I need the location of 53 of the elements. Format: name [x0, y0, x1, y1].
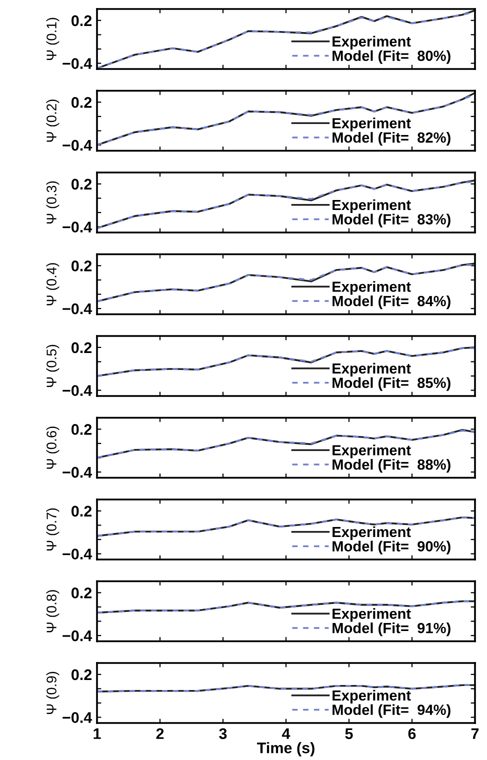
x-tick-label: 1 [94, 728, 101, 739]
y-tick-label: −0.4 [62, 385, 92, 396]
x-tick-label: 6 [408, 728, 416, 740]
y-axis-title: Ψ (0.6) [46, 426, 60, 469]
series-label: Model (Fit= 91%) [332, 622, 450, 636]
y-axis-title: Ψ (0.4) [46, 263, 60, 306]
y-tick-label: −0.4 [62, 58, 92, 69]
legend-label: Experiment [332, 526, 411, 540]
y-tick-label: 0.2 [72, 178, 92, 190]
x-tick-label: 2 [156, 728, 164, 739]
y-tick-label: 0.2 [72, 424, 92, 435]
y-tick-label: 0.2 [72, 342, 92, 354]
y-tick-label: −0.4 [62, 712, 92, 723]
series-label: Experiment [332, 281, 411, 295]
y-axis-title: Ψ (0.5) [46, 344, 60, 388]
legend-label: Model (Fit= 83%) [332, 214, 450, 228]
y-axis-title: Ψ (0.8) [46, 590, 60, 632]
series-label: Experiment [332, 608, 411, 622]
y-axis-title: Ψ (0.3) [46, 181, 60, 224]
y-tick-label: −0.4 [62, 630, 92, 642]
legend-label: Experiment [332, 36, 411, 50]
y-tick-label: −0.4 [62, 466, 92, 478]
y-tick-label: 0.2 [72, 15, 92, 26]
y-tick-label: −0.4 [62, 548, 92, 560]
legend-label: Model (Fit= 85%) [332, 377, 450, 391]
legend-label: Experiment [332, 362, 411, 377]
y-tick-label: −0.4 [62, 303, 92, 314]
series-label: Model (Fit= 82%) [332, 132, 450, 146]
x-tick-label: 3 [219, 728, 227, 740]
legend-label: Experiment [332, 690, 411, 704]
y-tick-label: −0.4 [62, 222, 92, 232]
y-tick-label: 0.2 [72, 588, 92, 598]
y-tick-label: 0.2 [72, 669, 92, 680]
x-tick-label: 7 [471, 728, 479, 739]
legend-label: Model (Fit= 90%) [332, 540, 450, 554]
series-label: Model (Fit= 84%) [332, 296, 450, 310]
x-axis-title: Time (s) [257, 742, 314, 756]
y-tick-label: −0.4 [62, 140, 92, 151]
legend-label: Experiment [332, 199, 411, 214]
x-tick-label: 4 [282, 728, 290, 739]
y-tick-label: 0.2 [72, 260, 92, 272]
legend-label: Model (Fit= 80%) [332, 50, 450, 64]
series-label: Experiment [332, 444, 411, 458]
series-label: Experiment [332, 118, 411, 132]
y-tick-label: 0.2 [72, 506, 92, 517]
series-label: Model (Fit= 88%) [332, 459, 450, 473]
y-axis-title: Ψ (0.7) [46, 508, 60, 551]
legend-label: Model (Fit= 94%) [332, 704, 450, 718]
y-axis-title: Ψ (0.1) [46, 18, 60, 60]
y-tick-label: 0.2 [72, 97, 92, 108]
y-axis-title: Ψ (0.9) [46, 672, 60, 714]
y-axis-title: Ψ (0.2) [46, 100, 60, 142]
x-tick-label: 5 [345, 728, 353, 740]
